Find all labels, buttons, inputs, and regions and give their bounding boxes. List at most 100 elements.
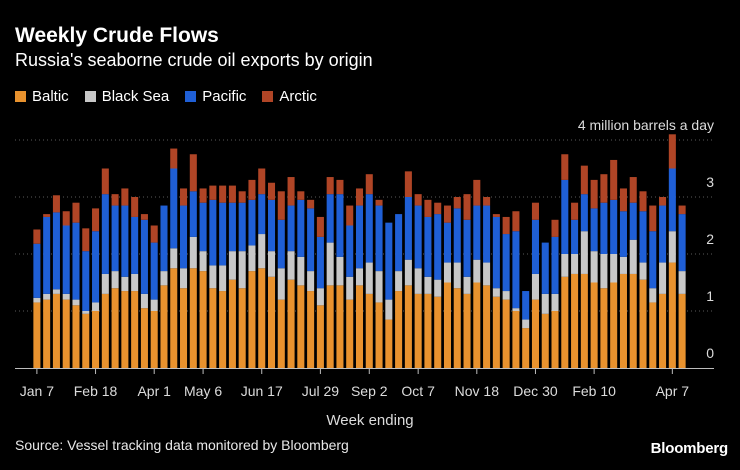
bar-segment-baltic (101, 293, 109, 368)
bar-segment-pacific (541, 242, 549, 294)
bar-segment-baltic (443, 282, 452, 368)
bar-segment-pacific (82, 251, 90, 311)
bar-segment-baltic (180, 288, 188, 368)
bar-segment-baltic (404, 285, 412, 368)
bar-segment-black-sea (395, 271, 403, 292)
bar-segment-black-sea (571, 254, 579, 274)
x-tick-label: Oct 7 (401, 383, 435, 399)
bar-segment-arctic (492, 214, 500, 217)
bar-segment-baltic (297, 285, 305, 368)
bar-segment-black-sea (502, 291, 510, 300)
bar-segment-pacific (531, 219, 539, 274)
bar-segment-pacific (336, 194, 344, 257)
bar-segment-black-sea (111, 271, 119, 289)
bar-segment-arctic (580, 165, 588, 195)
bar-segment-baltic (228, 279, 236, 368)
bar-segment-arctic (150, 225, 158, 243)
bar-segment-pacific (473, 205, 481, 260)
bar-segment-black-sea (199, 251, 207, 272)
bar-segment-arctic (502, 216, 510, 235)
legend-label-black-sea: Black Sea (101, 88, 170, 105)
bar-segment-black-sea (238, 251, 246, 289)
bar-segment-black-sea (52, 289, 60, 294)
legend-item-black-sea: Black Sea (84, 88, 170, 105)
bar-segment-baltic (483, 285, 491, 368)
bar-segment-pacific (52, 212, 60, 290)
x-tick-label: Jun 17 (241, 383, 283, 399)
bar-segment-baltic (639, 279, 647, 368)
bar-segment-arctic (228, 185, 236, 203)
x-tick-label: Jul 29 (302, 383, 340, 399)
bar-segment-black-sea (150, 299, 158, 311)
bar-segment-arctic (268, 182, 276, 200)
bar-segment-baltic (668, 262, 676, 368)
bar-segment-baltic (209, 288, 217, 368)
bar-segment-baltic (189, 268, 197, 368)
bar-segment-pacific (248, 199, 256, 246)
legend-swatch-black-sea (84, 91, 96, 102)
bar-segment-black-sea (385, 299, 393, 320)
bar-segment-black-sea (551, 293, 559, 311)
bar-segment-baltic (160, 285, 168, 368)
bar-segment-arctic (140, 214, 148, 220)
bar-segment-arctic (463, 194, 471, 220)
bar-segment-baltic (512, 311, 520, 368)
bar-segment-baltic (571, 273, 579, 368)
bar-segment-pacific (258, 194, 266, 235)
bar-segment-black-sea (678, 271, 686, 294)
bar-segment-pacific (199, 202, 207, 252)
bar-segment-arctic (512, 211, 520, 232)
bar-segment-arctic (199, 188, 207, 203)
bar-segment-arctic (297, 191, 305, 200)
bar-segment-pacific (101, 194, 109, 274)
bar-segment-black-sea (561, 254, 569, 277)
bloomberg-logo: Bloomberg (650, 440, 729, 457)
bar-segment-black-sea (600, 254, 608, 289)
bar-segment-pacific (610, 199, 618, 254)
bar-segment-black-sea (483, 262, 491, 286)
bar-segment-black-sea (639, 262, 647, 280)
bar-segment-baltic (355, 285, 364, 368)
bar-segment-black-sea (473, 259, 481, 283)
bar-segment-black-sea (62, 293, 70, 300)
bar-segment-baltic (326, 285, 334, 368)
bar-segment-arctic (629, 177, 637, 203)
legend-swatch-pacific (185, 91, 197, 102)
chart-subtitle: Russia's seaborne crude oil exports by o… (15, 50, 373, 70)
x-tick-label: Apr 7 (656, 383, 690, 399)
bar-segment-pacific (140, 219, 148, 294)
bar-segment-baltic (629, 273, 637, 368)
chart-title: Weekly Crude Flows (15, 24, 219, 47)
bar-segment-black-sea (326, 242, 334, 286)
bar-segment-arctic (355, 188, 364, 206)
bar-segment-arctic (443, 205, 452, 223)
bar-segment-black-sea (336, 256, 344, 286)
bar-segment-black-sea (228, 251, 236, 280)
bar-segment-pacific (414, 205, 422, 269)
bar-segment-black-sea (72, 299, 80, 306)
bar-segment-black-sea (453, 262, 461, 289)
bar-segment-pacific (434, 214, 442, 280)
bar-segment-pacific (72, 222, 80, 300)
bar-segment-black-sea (531, 273, 539, 300)
bar-segment-pacific (668, 168, 676, 232)
bar-segment-arctic (434, 202, 442, 215)
unit-label: 4 million barrels a day (578, 117, 714, 133)
bar-segment-baltic (316, 305, 324, 368)
bar-segment-arctic (649, 205, 657, 232)
legend-label-arctic: Arctic (279, 88, 317, 105)
bar-segment-black-sea (443, 262, 452, 283)
bar-segment-baltic (424, 293, 432, 368)
bar-segment-pacific (385, 222, 393, 300)
bar-segment-baltic (414, 293, 422, 368)
bar-segment-baltic (336, 285, 344, 368)
bar-segment-black-sea (365, 262, 373, 294)
bar-segment-arctic (121, 188, 129, 206)
bar-segment-black-sea (277, 268, 285, 300)
bar-segment-arctic (248, 179, 256, 200)
x-tick-label: Jan 7 (20, 383, 54, 399)
bar-segment-arctic (111, 194, 119, 206)
bar-segment-pacific (189, 191, 197, 237)
bar-segment-black-sea (307, 271, 315, 292)
bar-segment-arctic (131, 197, 139, 217)
